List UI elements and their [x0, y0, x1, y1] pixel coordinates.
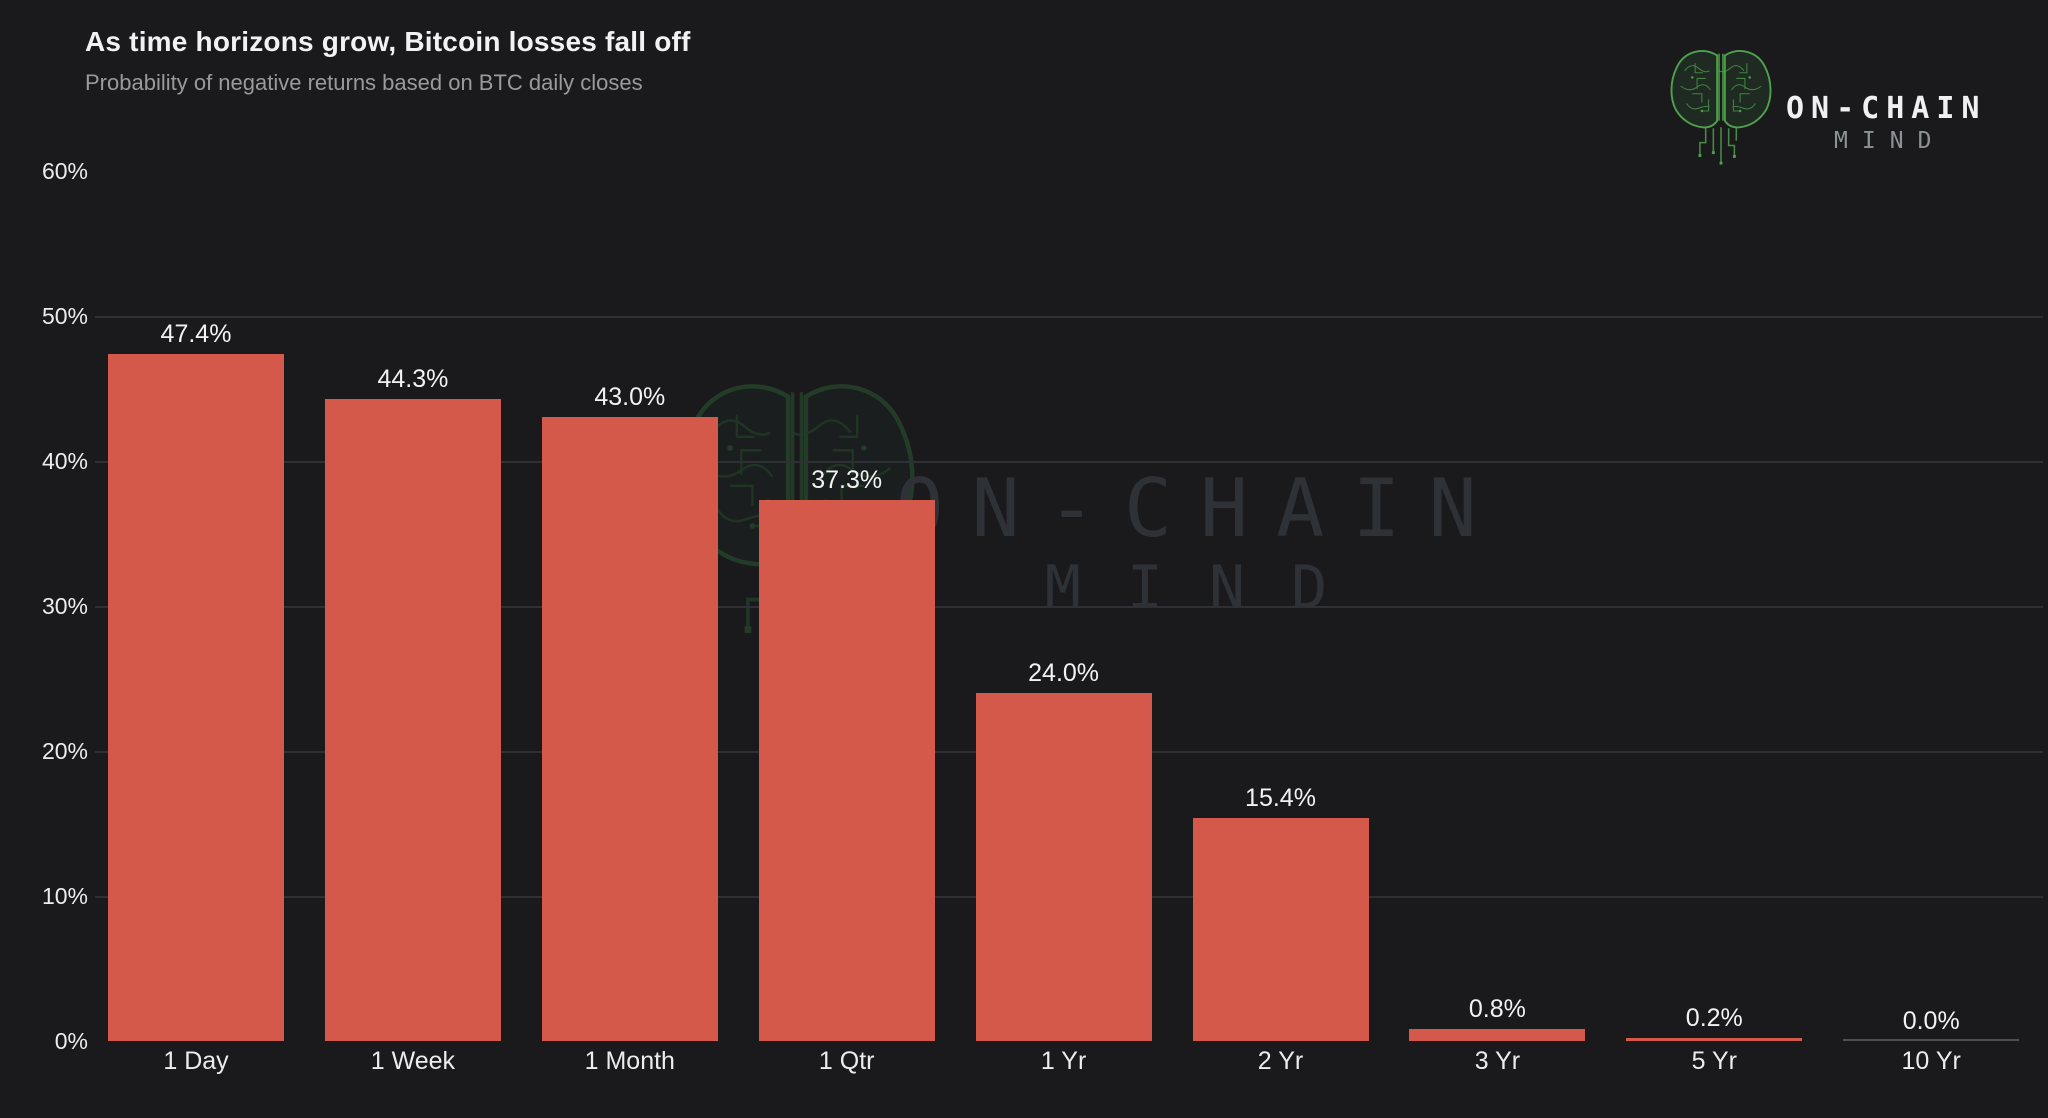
- bar-value-label: 47.4%: [160, 320, 232, 348]
- y-axis-tick-label: 50%: [41, 303, 88, 329]
- y-axis-tick-label: 30%: [41, 593, 88, 619]
- y-axis-tick-label: 40%: [41, 448, 88, 474]
- gridline: [95, 316, 2043, 318]
- gridline: [95, 606, 2043, 608]
- bar-value-label: 44.3%: [377, 365, 449, 393]
- watermark-text: ON-CHAIN MIND: [895, 466, 1476, 623]
- watermark-line2: MIND: [1044, 553, 1374, 623]
- x-axis-tick-label: 3 Yr: [1474, 1047, 1521, 1075]
- x-axis-tick-label: 1 Yr: [1040, 1047, 1087, 1075]
- bar: [108, 354, 284, 1041]
- x-axis-tick-label: 1 Qtr: [818, 1047, 875, 1075]
- chart-title: As time horizons grow, Bitcoin losses fa…: [85, 26, 691, 57]
- chart-header: As time horizons grow, Bitcoin losses fa…: [85, 26, 691, 96]
- x-axis-tick-label: 1 Day: [163, 1047, 229, 1075]
- x-axis-tick-label: 1 Month: [584, 1047, 675, 1075]
- bar-value-label: 43.0%: [594, 383, 666, 411]
- y-axis-tick-label: 10%: [41, 883, 88, 909]
- y-axis-tick-label: 20%: [41, 738, 88, 764]
- brand-name-primary: ON-CHAIN: [1786, 91, 1987, 126]
- x-axis-tick-label: 5 Yr: [1691, 1047, 1737, 1075]
- x-axis-tick-label: 1 Week: [370, 1047, 456, 1075]
- x-axis-tick-label: 2 Yr: [1257, 1047, 1304, 1075]
- brand-logo: ON-CHAIN MIND: [1786, 93, 1980, 155]
- bar-value-label: 37.3%: [811, 466, 883, 494]
- gridline: [95, 461, 2043, 463]
- zero-value-bar: [1843, 1039, 2020, 1041]
- watermark-line1: ON-CHAIN: [895, 462, 1505, 555]
- bar: [1192, 818, 1369, 1041]
- bar-value-label: 24.0%: [1028, 659, 1100, 687]
- bar-value-label: 0.2%: [1685, 1004, 1743, 1032]
- bar: [975, 693, 1152, 1041]
- bar-value-label: 0.8%: [1468, 995, 1526, 1023]
- y-axis-tick-label: 0%: [54, 1028, 88, 1054]
- x-axis-tick-label: 10 Yr: [1901, 1047, 1961, 1075]
- brand-name-secondary: MIND: [1834, 128, 1946, 154]
- y-axis-tick-label: 60%: [41, 158, 88, 184]
- bar: [541, 417, 718, 1041]
- bar: [758, 500, 935, 1041]
- bar-value-label: 15.4%: [1245, 784, 1316, 812]
- bar-value-label: 0.0%: [1902, 1007, 1960, 1035]
- chart-subtitle: Probability of negative returns based on…: [85, 70, 643, 95]
- brain-logo-icon: [1670, 50, 1772, 166]
- bar: [324, 399, 501, 1041]
- bar: [1626, 1038, 1803, 1041]
- bar: [1409, 1029, 1586, 1041]
